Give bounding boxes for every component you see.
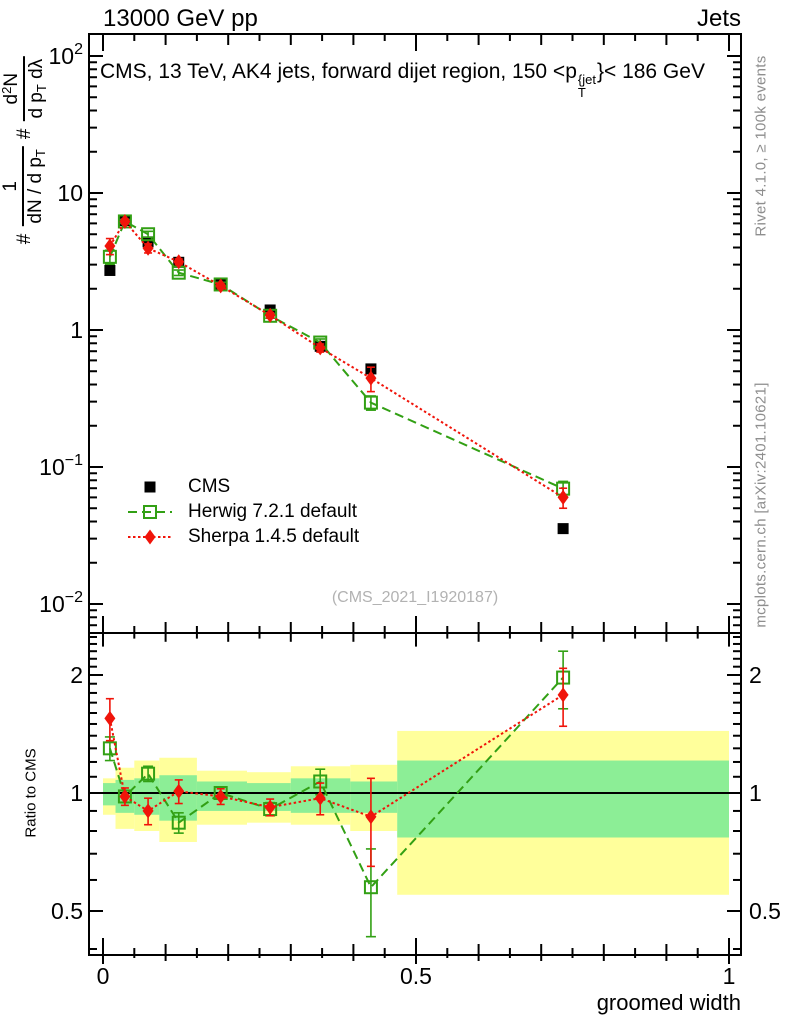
- legend-label-cms: CMS: [188, 475, 231, 497]
- ratio-uncertainty-bands: [103, 730, 729, 895]
- sherpa-marker-icon: [128, 529, 172, 544]
- tick-label: 10−1: [39, 452, 83, 480]
- legend-item-cms: CMS: [128, 474, 359, 499]
- axis-ticks: [89, 34, 741, 964]
- tick-label: 1: [749, 780, 762, 806]
- ratio-series-sherpa: [104, 667, 569, 868]
- frac2-denominator: d pT dλ: [23, 55, 49, 122]
- frac2-numerator: d2N: [0, 72, 22, 105]
- plot-title-sub: T: [577, 84, 586, 100]
- tick-label: 0.5: [400, 963, 432, 989]
- ratio-band-green: [350, 781, 398, 813]
- plot-title-sup: {jet: [577, 71, 596, 87]
- legend-label-sherpa: Sherpa 1.4.5 default: [188, 525, 360, 547]
- herwig-marker-icon: [128, 504, 172, 519]
- legend: CMS Herwig 7.2.1 default Sherpa 1.4.5 de…: [128, 474, 359, 549]
- tick-label: 1: [70, 317, 83, 343]
- tick-label: 10−2: [39, 589, 83, 617]
- cms-marker-icon: [144, 481, 156, 492]
- tick-label: 1: [70, 780, 83, 806]
- legend-item-herwig: Herwig 7.2.1 default: [128, 499, 359, 524]
- formula-fraction-1: 1 dN / d pT: [0, 146, 48, 227]
- plot-title: CMS, 13 TeV, AK4 jets, forward dijet reg…: [100, 60, 705, 99]
- plot-title-prefix: CMS, 13 TeV, AK4 jets, forward dijet reg…: [100, 60, 577, 83]
- tick-label: 0: [97, 963, 110, 989]
- main-y-axis-label: # 1 dN / d pT # d2N d pT dλ: [0, 55, 49, 245]
- tick-label: 2: [70, 662, 83, 688]
- ratio-band-green: [397, 760, 729, 838]
- analysis-id-watermark: (CMS_2021_I1920187): [331, 589, 499, 606]
- ratio-band-green: [103, 783, 116, 806]
- plot-title-suffix: }< 186 GeV: [596, 60, 705, 83]
- tick-label: 2: [749, 662, 762, 688]
- tick-label: 0.5: [749, 898, 781, 924]
- formula-hash-1: #: [13, 233, 35, 245]
- tick-label: 102: [49, 41, 84, 69]
- legend-item-sherpa: Sherpa 1.4.5 default: [128, 524, 359, 549]
- main-series-sherpa: [104, 213, 569, 510]
- rivet-version-note: Rivet 4.1.0, ≥ 100k events: [752, 55, 770, 237]
- y-axis-formula: # 1 dN / d pT # d2N d pT dλ: [0, 55, 49, 245]
- mcplots-arxiv-note: mcplots.cern.ch [arXiv:2401.10621]: [752, 382, 770, 628]
- beam-energy-label: 13000 GeV pp: [103, 5, 258, 32]
- tick-label: 0.5: [51, 898, 83, 924]
- formula-hash-2: #: [13, 128, 35, 140]
- tick-label: 10: [57, 180, 83, 206]
- formula-fraction-2: d2N d pT dλ: [0, 55, 49, 122]
- ratio-y-axis-label: Ratio to CMS: [22, 748, 40, 838]
- pt-superscript-stack: {jet T: [578, 73, 596, 99]
- tick-labels: 102 10 1 10−1 10−2 2 2 1 1 0.5 0.5 0 0.5 1: [39, 41, 781, 989]
- frac1-numerator: 1: [0, 181, 21, 192]
- x-axis-label: groomed width: [596, 990, 741, 1015]
- frac1-denominator: dN / d pT: [22, 146, 48, 227]
- tick-label: 1: [723, 963, 736, 989]
- legend-label-herwig: Herwig 7.2.1 default: [188, 500, 357, 522]
- analysis-group-label: Jets: [696, 5, 741, 32]
